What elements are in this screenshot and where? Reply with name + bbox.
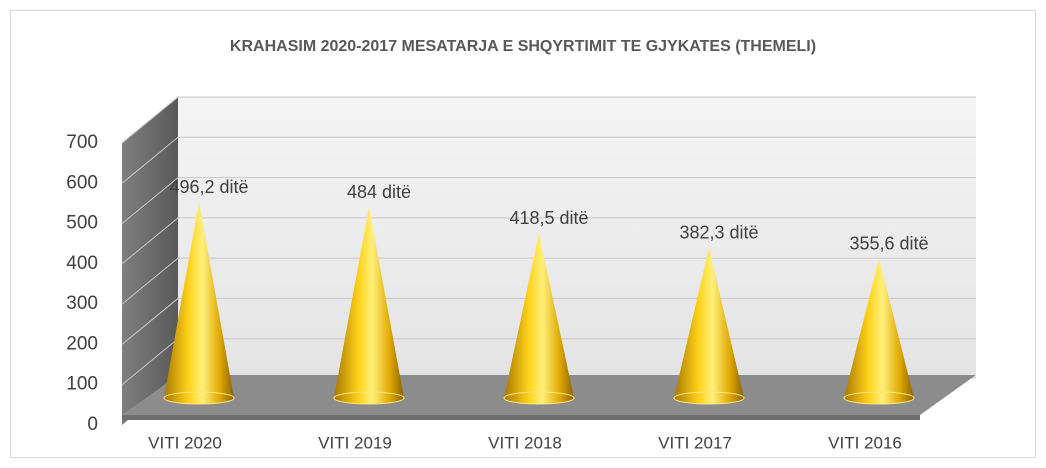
value-label: 496,2 ditë bbox=[169, 177, 248, 197]
cone-base bbox=[333, 391, 405, 405]
y-tick-label: 500 bbox=[66, 213, 98, 234]
y-tick-label: 600 bbox=[66, 172, 98, 193]
cone-base bbox=[673, 391, 745, 405]
y-tick-label: 400 bbox=[66, 253, 98, 274]
cone bbox=[844, 258, 914, 404]
side-wall bbox=[122, 97, 178, 425]
value-label: 355,6 ditë bbox=[849, 233, 928, 253]
chart-title: KRAHASIM 2020-2017 MESATARJA E SHQYRTIMI… bbox=[230, 38, 816, 55]
cone bbox=[504, 233, 574, 404]
x-tick-label: VITI 2018 bbox=[488, 433, 562, 452]
cone-base bbox=[843, 391, 915, 405]
x-tick-label: VITI 2019 bbox=[318, 433, 392, 452]
grid-line bbox=[121, 96, 976, 144]
value-label: 418,5 ditë bbox=[509, 208, 588, 228]
y-tick-label: 700 bbox=[66, 132, 98, 153]
cone bbox=[334, 207, 404, 404]
cone bbox=[674, 247, 744, 404]
grid-line bbox=[121, 217, 976, 265]
cone-base bbox=[503, 391, 575, 405]
y-tick-label: 300 bbox=[66, 293, 98, 314]
floor-edge bbox=[122, 415, 920, 420]
value-label: 382,3 ditë bbox=[679, 223, 758, 243]
cone-base bbox=[163, 391, 235, 405]
value-label: 484 ditë bbox=[347, 182, 411, 202]
y-tick-label: 200 bbox=[66, 333, 98, 354]
grid-line bbox=[121, 177, 976, 224]
x-tick-label: VITI 2020 bbox=[148, 433, 222, 452]
x-tick-label: VITI 2016 bbox=[828, 433, 902, 452]
cone bbox=[164, 202, 234, 404]
y-tick-label: 0 bbox=[87, 414, 98, 435]
x-tick-label: VITI 2017 bbox=[658, 433, 732, 452]
y-tick-label: 100 bbox=[66, 374, 98, 395]
grid-line bbox=[121, 136, 976, 184]
